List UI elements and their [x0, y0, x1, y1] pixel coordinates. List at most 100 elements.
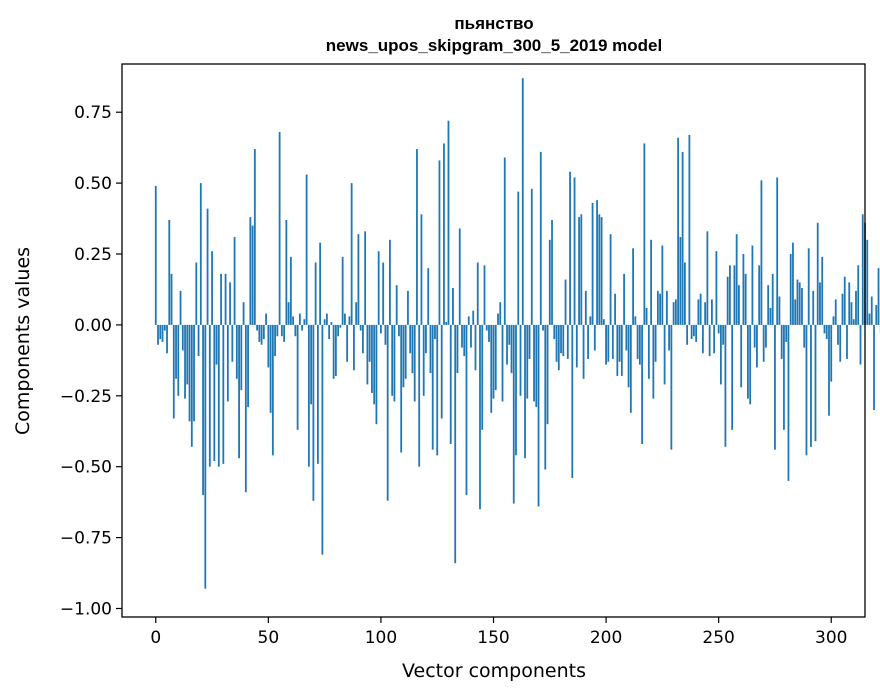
x-tick-label: 0 — [150, 628, 161, 648]
x-tick-label: 50 — [258, 628, 280, 648]
bar — [166, 324, 168, 354]
y-tick-label: 0.25 — [74, 245, 112, 265]
bar — [796, 279, 799, 325]
bar — [346, 324, 349, 362]
bar — [776, 177, 779, 325]
bar — [154, 185, 157, 325]
bar — [828, 324, 830, 416]
bar — [521, 78, 524, 325]
bar — [623, 273, 625, 325]
bar — [832, 316, 835, 325]
y-tick-label: −0.50 — [60, 458, 112, 478]
bar — [289, 256, 292, 325]
bar — [440, 324, 443, 419]
bar — [814, 324, 817, 442]
bar — [758, 265, 761, 325]
bar — [575, 324, 578, 368]
bar — [188, 324, 191, 422]
bar — [679, 236, 682, 325]
bar — [350, 183, 353, 325]
bar — [375, 324, 378, 425]
bar — [821, 256, 824, 325]
bar — [638, 324, 641, 365]
bar — [724, 324, 727, 447]
bar — [211, 251, 213, 325]
bar — [747, 324, 749, 399]
bar — [620, 324, 623, 376]
bar — [404, 324, 407, 379]
bar — [855, 290, 857, 325]
bar — [258, 324, 261, 342]
bar — [476, 262, 479, 325]
bar — [260, 324, 263, 345]
bar — [461, 324, 463, 348]
bar — [371, 324, 373, 393]
bar — [472, 310, 475, 325]
bar — [650, 239, 653, 325]
bar — [731, 324, 734, 430]
bar — [548, 239, 551, 325]
bar — [474, 324, 477, 371]
bar — [846, 324, 848, 359]
bar — [470, 324, 472, 348]
bar — [283, 324, 286, 342]
bar — [508, 324, 511, 345]
bar — [740, 324, 743, 388]
bar — [629, 324, 632, 413]
y-axis-label: Components values — [12, 247, 34, 435]
bar — [276, 324, 279, 337]
bar — [492, 324, 495, 399]
y-tick-label: 0.50 — [74, 174, 112, 194]
bar — [312, 324, 315, 501]
bar — [341, 256, 344, 325]
bar — [803, 324, 806, 348]
bar — [801, 288, 803, 325]
bar — [373, 324, 376, 405]
bar — [422, 324, 425, 396]
bar — [816, 222, 819, 325]
bar — [267, 324, 270, 368]
bar — [861, 214, 864, 325]
bar — [645, 307, 648, 325]
y-axis-ticks: −1.00 −0.75 −0.50 −0.25 0.00 0.25 0.50 0.75 — [60, 103, 122, 619]
bar — [742, 254, 745, 325]
x-axis-label: Vector components — [402, 660, 586, 682]
bar — [177, 324, 180, 396]
x-tick-label: 200 — [590, 628, 622, 648]
bar — [213, 324, 216, 462]
bar — [616, 324, 619, 376]
x-axis-ticks: 0 50 100 150 200 250 300 — [150, 617, 847, 648]
bar — [596, 200, 598, 325]
bar — [767, 285, 770, 325]
bar — [285, 219, 288, 325]
bar — [706, 231, 709, 325]
bar — [582, 324, 585, 379]
bar — [429, 324, 432, 374]
bar — [184, 324, 186, 399]
bar — [443, 143, 445, 325]
bar — [238, 324, 240, 459]
bar — [555, 324, 558, 362]
bar — [344, 313, 346, 325]
bar — [458, 228, 461, 325]
bar — [627, 324, 630, 388]
bar — [449, 324, 452, 445]
bar — [456, 324, 459, 374]
bar — [395, 285, 398, 325]
bar — [670, 324, 673, 450]
bar — [697, 299, 700, 325]
bar — [319, 242, 322, 325]
bar — [690, 324, 693, 340]
bar — [407, 290, 409, 325]
bar — [605, 324, 607, 365]
bar — [490, 324, 493, 413]
bar — [431, 324, 434, 450]
bar — [665, 290, 668, 325]
bar — [524, 324, 526, 459]
bar — [483, 265, 486, 325]
bar — [287, 302, 290, 325]
bar — [271, 324, 274, 456]
bar — [584, 290, 587, 325]
bar — [825, 324, 828, 340]
